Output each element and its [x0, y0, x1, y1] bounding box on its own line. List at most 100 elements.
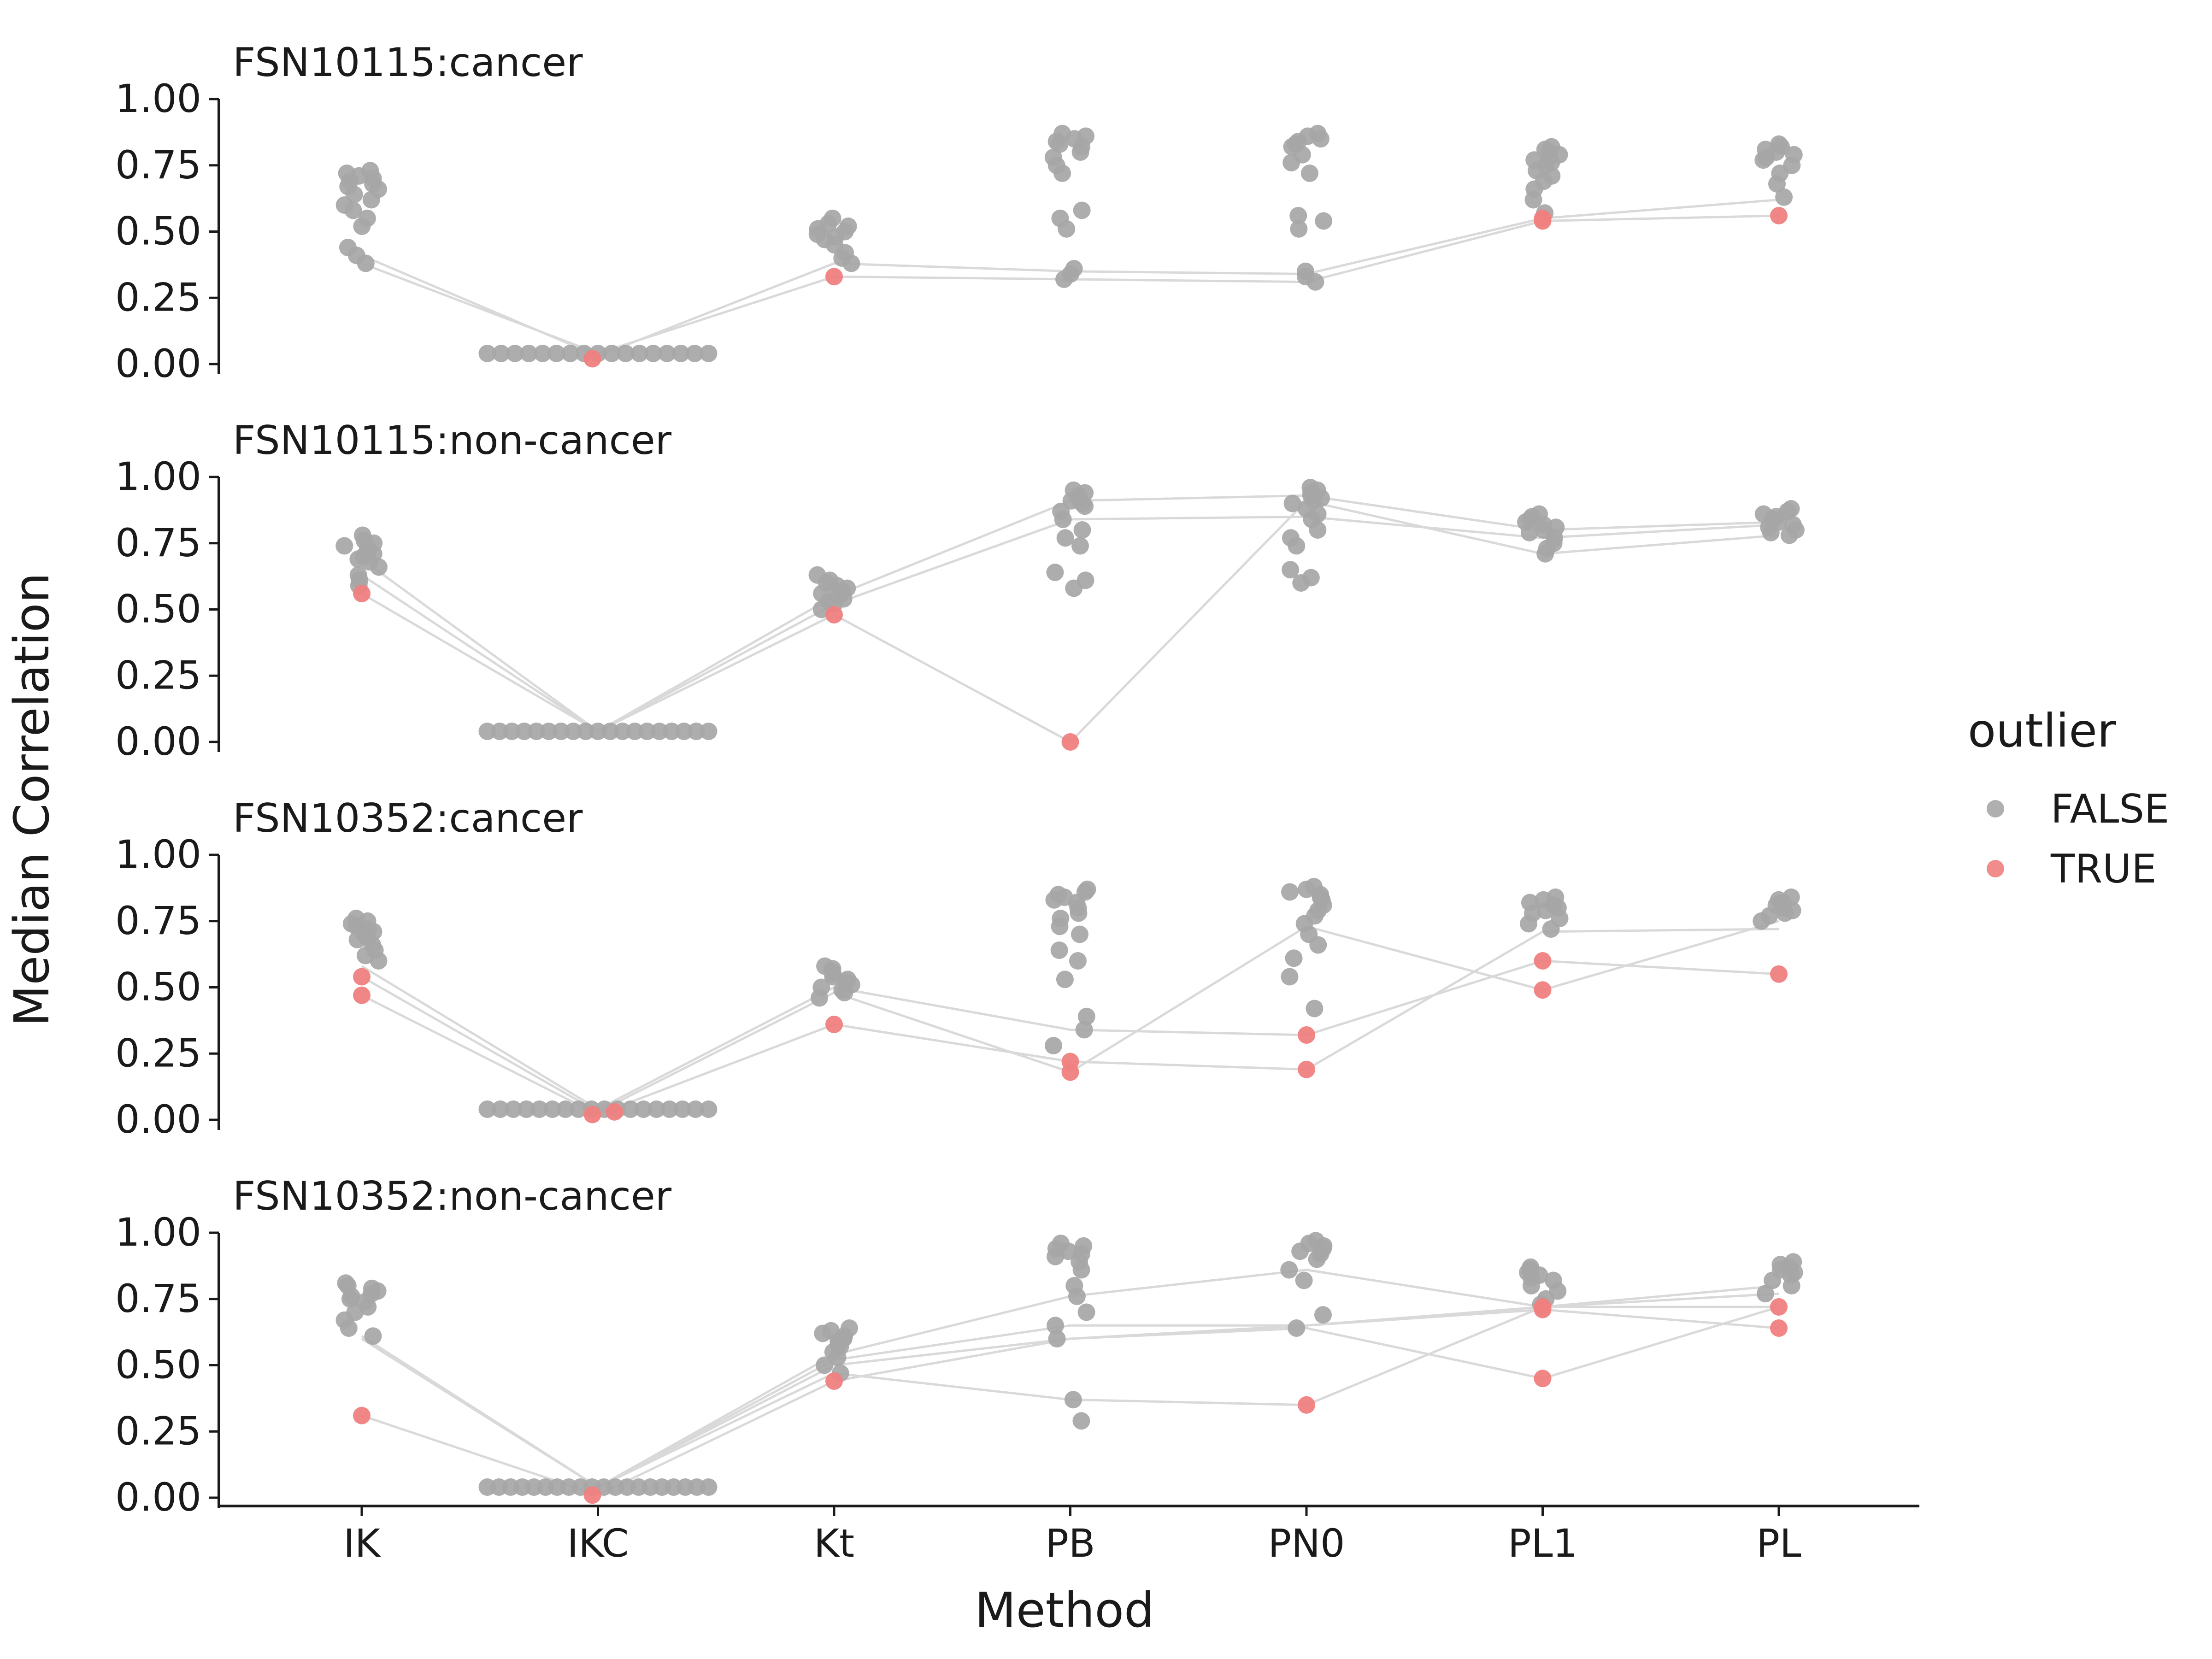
point-true [1298, 1396, 1315, 1414]
point-true [1298, 1060, 1315, 1078]
point-false [814, 1324, 832, 1342]
point-false [1072, 1261, 1090, 1279]
point-true [1534, 1300, 1552, 1318]
point-true [825, 268, 843, 286]
point-false [700, 345, 718, 362]
point-false [1291, 1242, 1309, 1260]
point-false [1764, 1271, 1782, 1289]
point-false [1047, 1317, 1065, 1335]
legend-marker-true [1987, 860, 2004, 877]
point-false [1289, 207, 1307, 224]
point-false [478, 723, 496, 740]
point-false [1077, 1007, 1095, 1025]
point-true [825, 1016, 843, 1033]
point-false [344, 201, 362, 219]
point-false [630, 345, 648, 362]
point-false [362, 191, 380, 209]
point-true [825, 606, 843, 624]
point-true [583, 1106, 601, 1124]
point-false [1046, 564, 1064, 581]
point-false [1076, 497, 1094, 515]
point-false [335, 537, 353, 555]
point-true [1534, 952, 1552, 970]
point-false [1071, 537, 1089, 555]
y-tick-label: 0.00 [115, 1097, 201, 1142]
point-false [1075, 1021, 1093, 1039]
point-true [353, 585, 371, 602]
point-false [492, 345, 510, 362]
point-false [518, 1100, 535, 1118]
point-false [1065, 579, 1083, 597]
point-false [1292, 574, 1310, 592]
y-tick-label: 0.50 [115, 1342, 201, 1388]
point-false [1069, 952, 1087, 970]
point-false [700, 723, 718, 740]
point-true [353, 1406, 371, 1424]
point-false [1047, 1247, 1065, 1265]
x-tick-label: IKC [567, 1521, 629, 1566]
point-true [353, 986, 371, 1004]
point-false [650, 723, 668, 740]
point-false [816, 1356, 834, 1374]
point-false [663, 723, 681, 740]
point-false [687, 1100, 705, 1118]
point-false [1068, 1288, 1086, 1305]
point-false [1314, 1306, 1332, 1324]
y-tick-label: 0.50 [115, 587, 201, 632]
point-true [1770, 965, 1788, 983]
point-false [1762, 524, 1780, 541]
point-false [658, 345, 676, 362]
point-false [1300, 165, 1318, 182]
point-false [613, 723, 631, 740]
y-tick-label: 0.50 [115, 209, 201, 254]
point-false [340, 1319, 358, 1337]
point-false [515, 723, 533, 740]
panels: FSN10115:cancer0.000.250.500.751.00FSN10… [115, 40, 1805, 1520]
panel-title: FSN10352:cancer [233, 795, 583, 841]
point-false [1045, 891, 1063, 909]
legend-label-true: TRUE [2050, 846, 2157, 892]
y-tick-label: 0.25 [115, 1030, 201, 1076]
point-false [842, 254, 860, 272]
point-false [672, 345, 690, 362]
y-tick-label: 0.50 [115, 965, 201, 1010]
x-tick-label: PN0 [1268, 1521, 1345, 1566]
point-false [1754, 151, 1772, 169]
sample-line [361, 515, 1779, 733]
x-axis-title: Method [975, 1582, 1154, 1638]
point-false [1064, 1391, 1082, 1409]
point-false [1048, 1330, 1066, 1347]
point-false [626, 723, 644, 740]
point-true [1770, 1319, 1788, 1337]
point-false [622, 1100, 640, 1118]
point-false [1281, 968, 1299, 986]
point-false [644, 345, 662, 362]
point-false [810, 989, 828, 1007]
point-false [1536, 545, 1554, 563]
y-axis-title: Median Correlation [4, 573, 60, 1027]
point-false [635, 1100, 653, 1118]
point-false [491, 1100, 509, 1118]
point-false [686, 345, 704, 362]
y-tick-label: 0.75 [115, 520, 201, 565]
panel-0: FSN10115:cancer 0.00 0.25 0.50 0.75 1.00 [115, 40, 1803, 386]
point-false [1056, 971, 1074, 988]
point-false [1288, 537, 1306, 555]
point-false [547, 345, 565, 362]
y-tick-label: 1.00 [115, 76, 201, 121]
point-false [638, 723, 656, 740]
panel-title: FSN10115:non-cancer [233, 418, 672, 464]
point-false [503, 723, 521, 740]
point-false [1280, 1261, 1298, 1279]
sample-line [361, 1292, 1779, 1488]
sample-line [361, 920, 1779, 1113]
point-false [1056, 529, 1074, 547]
point-false [1309, 936, 1327, 954]
point-false [534, 345, 552, 362]
point-false [530, 1100, 548, 1118]
point-false [1073, 201, 1091, 219]
point-false [601, 723, 619, 740]
point-false [1285, 949, 1303, 967]
panel-title: FSN10115:cancer [233, 40, 583, 86]
legend-marker-false [1987, 800, 2004, 818]
